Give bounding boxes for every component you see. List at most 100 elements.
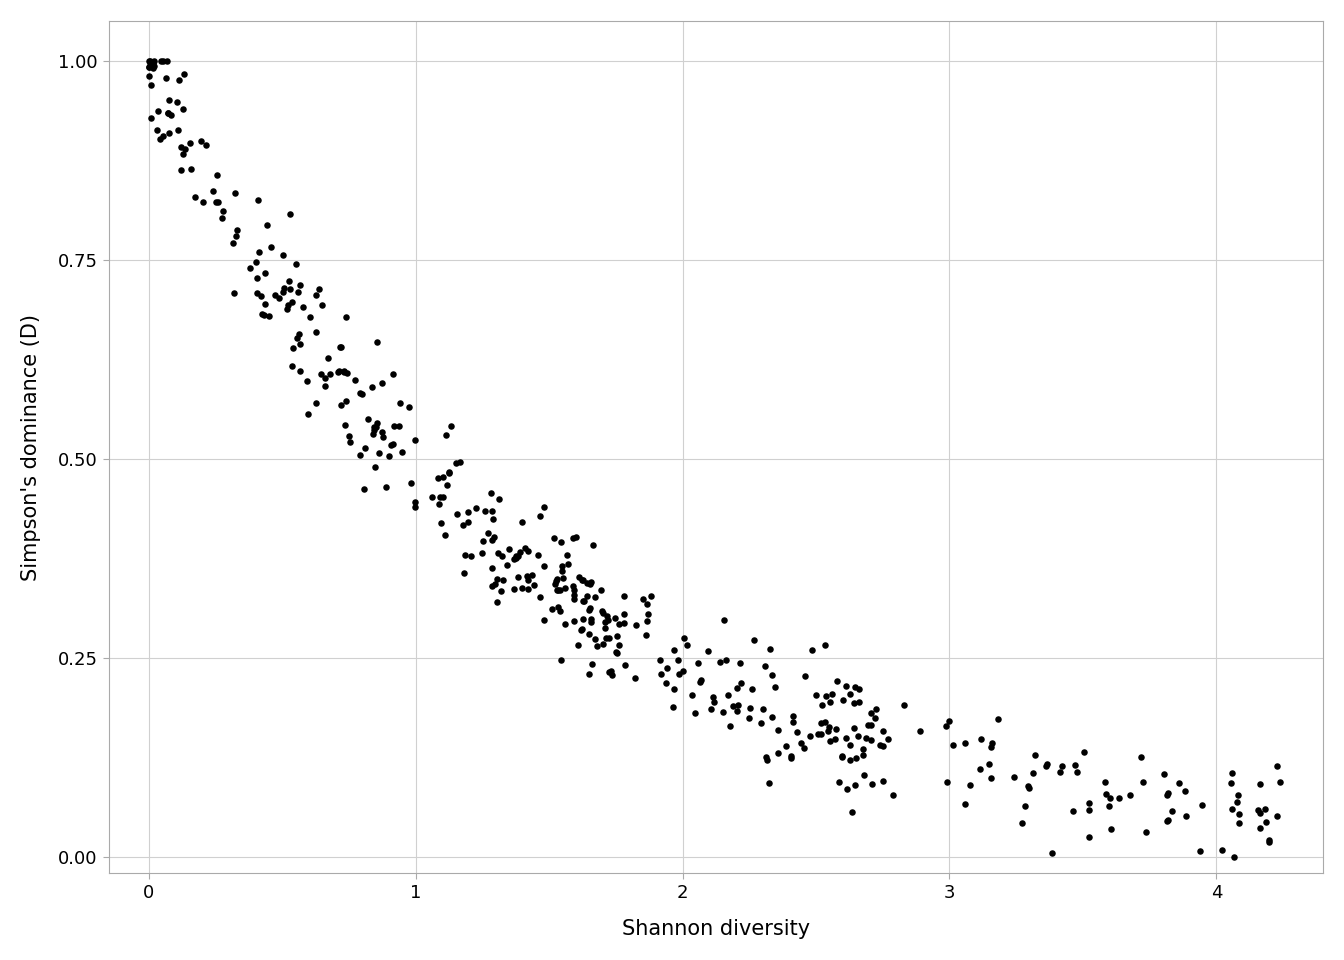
Point (532, 499, 554, 515)
Point (488, 545, 509, 561)
Point (439, 419, 461, 434)
Point (195, 137, 216, 153)
Point (852, 741, 874, 756)
Point (1136, 824, 1157, 839)
Point (1191, 798, 1212, 813)
Point (438, 466, 460, 481)
Point (335, 394, 356, 409)
Point (782, 714, 804, 730)
Point (138, 53, 160, 68)
Point (1220, 775, 1242, 790)
Point (1024, 748, 1046, 763)
Point (845, 750, 867, 765)
Point (226, 223, 247, 238)
Point (614, 657, 636, 672)
Point (853, 767, 875, 782)
Point (547, 571, 569, 587)
Point (986, 711, 1008, 727)
Point (138, 60, 160, 75)
Point (689, 674, 711, 689)
Point (1211, 842, 1232, 857)
Point (239, 261, 261, 276)
Point (328, 364, 349, 379)
Point (1052, 758, 1074, 774)
Point (762, 708, 784, 724)
Point (848, 681, 870, 696)
Point (938, 713, 960, 729)
Point (723, 698, 745, 713)
Point (876, 732, 898, 747)
Point (151, 53, 172, 68)
Point (496, 557, 517, 572)
Point (832, 750, 853, 765)
Point (156, 71, 177, 86)
Point (860, 732, 882, 747)
Point (333, 365, 355, 380)
Point (364, 460, 386, 475)
Point (581, 656, 602, 671)
Point (508, 549, 530, 564)
Point (698, 643, 719, 659)
Point (703, 689, 724, 705)
Point (207, 194, 228, 209)
Point (487, 594, 508, 610)
Point (1015, 799, 1036, 814)
Point (398, 399, 419, 415)
Point (599, 662, 621, 678)
Point (841, 804, 863, 819)
Point (497, 541, 519, 557)
Point (319, 367, 340, 382)
Point (703, 695, 724, 710)
Point (530, 509, 551, 524)
Point (810, 715, 832, 731)
Point (453, 565, 474, 581)
Point (148, 104, 169, 119)
Point (450, 455, 472, 470)
Point (780, 750, 801, 765)
Point (636, 627, 657, 642)
Point (493, 572, 515, 588)
Point (278, 274, 300, 289)
Point (757, 753, 778, 768)
Point (314, 378, 336, 394)
Point (458, 514, 480, 529)
Point (793, 740, 814, 756)
Point (857, 717, 879, 732)
Point (607, 637, 629, 653)
Point (277, 298, 298, 313)
Point (223, 185, 245, 201)
Point (839, 737, 860, 753)
Point (847, 728, 868, 743)
Point (817, 724, 839, 739)
Point (681, 687, 703, 703)
Point (910, 723, 931, 738)
Point (157, 53, 179, 68)
Point (1042, 846, 1063, 861)
Point (160, 108, 181, 123)
Point (581, 574, 602, 589)
Point (1019, 780, 1040, 796)
Point (632, 591, 653, 607)
Point (808, 727, 829, 742)
Point (712, 612, 734, 628)
Point (1120, 787, 1141, 803)
Point (1255, 801, 1277, 816)
Point (801, 642, 823, 658)
Point (821, 686, 843, 702)
Point (738, 710, 759, 726)
Point (258, 308, 280, 324)
Point (954, 735, 976, 751)
Point (814, 636, 836, 652)
Point (577, 576, 598, 591)
Point (1189, 843, 1211, 858)
Point (595, 631, 617, 646)
Point (485, 571, 507, 587)
Point (473, 533, 495, 548)
Point (211, 210, 233, 226)
Point (298, 310, 320, 325)
Point (605, 645, 626, 660)
Point (159, 126, 180, 141)
Point (839, 752, 860, 767)
Point (613, 588, 634, 604)
Point (1017, 779, 1039, 794)
